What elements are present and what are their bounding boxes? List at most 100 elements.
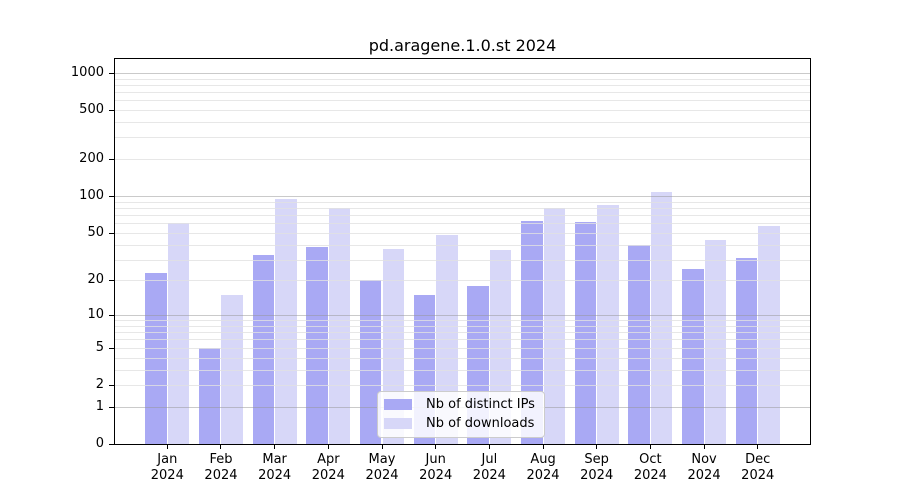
minor-gridline (115, 223, 810, 225)
x-tick-mark (220, 445, 222, 449)
minor-gridline (115, 122, 810, 124)
x-tick-mark (703, 445, 705, 449)
y-tick-mark (109, 110, 114, 112)
bar-downloads-nov (704, 239, 726, 444)
legend: Nb of distinct IPs Nb of downloads (377, 391, 545, 438)
x-tick-label-jul: Jul 2024 (461, 452, 517, 484)
x-tick-mark (166, 445, 168, 449)
x-tick-month: Jun (425, 452, 446, 467)
y-tick-mark (109, 72, 114, 74)
y-tick-label: 1 (95, 398, 104, 414)
bar-distinct-ips-jan (145, 273, 167, 444)
minor-gridline (115, 201, 810, 203)
y-tick-mark (109, 444, 114, 445)
minor-gridline (115, 232, 810, 234)
x-tick-year: 2024 (580, 468, 614, 483)
x-tick-mark (435, 445, 437, 449)
x-tick-month: Jul (481, 452, 498, 467)
x-tick-year: 2024 (419, 468, 453, 483)
x-tick-mark (596, 445, 598, 449)
minor-gridline (115, 215, 810, 217)
x-tick-month: Jan (157, 452, 178, 467)
y-tick-mark (109, 159, 114, 161)
bar-downloads-aug (543, 207, 565, 444)
x-tick-year: 2024 (687, 468, 721, 483)
x-tick-year: 2024 (150, 468, 184, 483)
x-tick-label-oct: Oct 2024 (622, 452, 678, 484)
y-tick-label: 500 (79, 102, 104, 118)
legend-label-downloads: Nb of downloads (426, 416, 535, 431)
bar-downloads-apr (328, 207, 351, 444)
x-tick-label-dec: Dec 2024 (730, 452, 786, 484)
x-tick-mark (381, 445, 383, 449)
y-tick-label: 5 (95, 339, 104, 355)
bar-downloads-oct (650, 192, 673, 444)
x-tick-month: Dec (745, 452, 771, 467)
y-tick-mark (109, 232, 114, 234)
x-tick-month: Apr (317, 452, 340, 467)
bar-distinct-ips-oct (628, 244, 650, 444)
x-tick-label-mar: Mar 2024 (247, 452, 303, 484)
x-tick-mark (757, 445, 759, 449)
y-tick-label: 2 (95, 376, 104, 392)
x-tick-mark (649, 445, 651, 449)
bar-distinct-ips-nov (682, 268, 704, 444)
legend-swatch-distinct-ips (384, 399, 412, 410)
y-tick-mark (109, 384, 114, 386)
x-tick-label-jan: Jan 2024 (139, 452, 195, 484)
plot-area (114, 58, 811, 445)
x-tick-month: Mar (262, 452, 287, 467)
x-tick-label-feb: Feb 2024 (193, 452, 249, 484)
x-tick-mark (327, 445, 329, 449)
bar-downloads-feb (221, 295, 243, 444)
x-tick-label-jun: Jun 2024 (408, 452, 464, 484)
x-tick-month: May (368, 452, 396, 467)
x-tick-month: Oct (639, 452, 662, 467)
x-tick-year: 2024 (526, 468, 560, 483)
x-tick-label-nov: Nov 2024 (676, 452, 732, 484)
y-tick-label: 0 (95, 436, 104, 451)
y-tick-label: 10 (87, 307, 104, 323)
x-tick-year: 2024 (633, 468, 667, 483)
x-tick-mark (274, 445, 276, 449)
y-tick-label: 50 (87, 224, 104, 240)
bar-distinct-ips-mar (252, 254, 275, 444)
minor-gridline (115, 78, 810, 80)
x-tick-year: 2024 (741, 468, 775, 483)
y-tick-mark (109, 196, 114, 198)
minor-gridline (115, 207, 810, 209)
bar-distinct-ips-sep (574, 222, 597, 444)
y-tick-mark (109, 280, 114, 282)
minor-gridline (115, 110, 810, 112)
bar-downloads-jan (167, 223, 190, 444)
x-tick-year: 2024 (258, 468, 292, 483)
x-tick-month: Nov (691, 452, 717, 467)
legend-swatch-downloads (384, 418, 412, 429)
legend-entry-downloads: Nb of downloads (384, 416, 535, 431)
major-gridline (115, 196, 810, 198)
bar-distinct-ips-may (360, 280, 382, 444)
x-tick-year: 2024 (204, 468, 238, 483)
bar-distinct-ips-dec (735, 257, 758, 444)
minor-gridline (115, 137, 810, 139)
minor-gridline (115, 159, 810, 161)
legend-label-distinct-ips: Nb of distinct IPs (426, 397, 535, 412)
y-tick-label: 20 (87, 272, 104, 288)
x-tick-month: Sep (584, 452, 609, 467)
y-tick-label: 200 (79, 151, 104, 167)
x-tick-month: Aug (530, 452, 556, 467)
major-gridline (115, 72, 810, 74)
y-tick-mark (109, 406, 114, 408)
x-tick-label-aug: Aug 2024 (515, 452, 571, 484)
minor-gridline (115, 84, 810, 86)
x-tick-mark (488, 445, 490, 449)
x-tick-year: 2024 (311, 468, 345, 483)
bar-downloads-dec (758, 225, 780, 444)
y-tick-label: 100 (79, 188, 104, 204)
bar-distinct-ips-apr (306, 247, 328, 444)
x-tick-year: 2024 (472, 468, 506, 483)
x-tick-mark (542, 445, 544, 449)
bar-distinct-ips-feb (199, 347, 221, 444)
x-tick-label-sep: Sep 2024 (569, 452, 625, 484)
